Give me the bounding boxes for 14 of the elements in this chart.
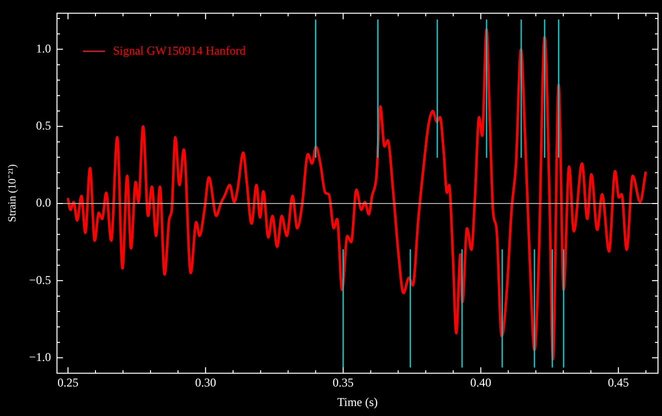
x-tick-label: 0.30	[195, 376, 216, 390]
y-axis-title: Strain (10⁻²¹)	[6, 164, 18, 222]
y-tick-label: 1.0	[36, 41, 51, 56]
x-tick-label: 0.40	[470, 376, 492, 390]
y-tick-label: −1.0	[29, 350, 51, 364]
x-tick-label: 0.35	[332, 376, 354, 390]
x-tick-label: 0.25	[57, 376, 78, 390]
y-tick-label: −0.5	[29, 272, 51, 287]
y-tick-label: 0.0	[36, 196, 51, 210]
legend-label: Signal GW150914 Hanford	[112, 43, 246, 58]
x-axis-title: Time (s)	[337, 394, 378, 409]
x-tick-label: 0.45	[608, 376, 629, 390]
line-series	[66, 28, 647, 361]
y-tick-label: 0.5	[36, 118, 51, 133]
